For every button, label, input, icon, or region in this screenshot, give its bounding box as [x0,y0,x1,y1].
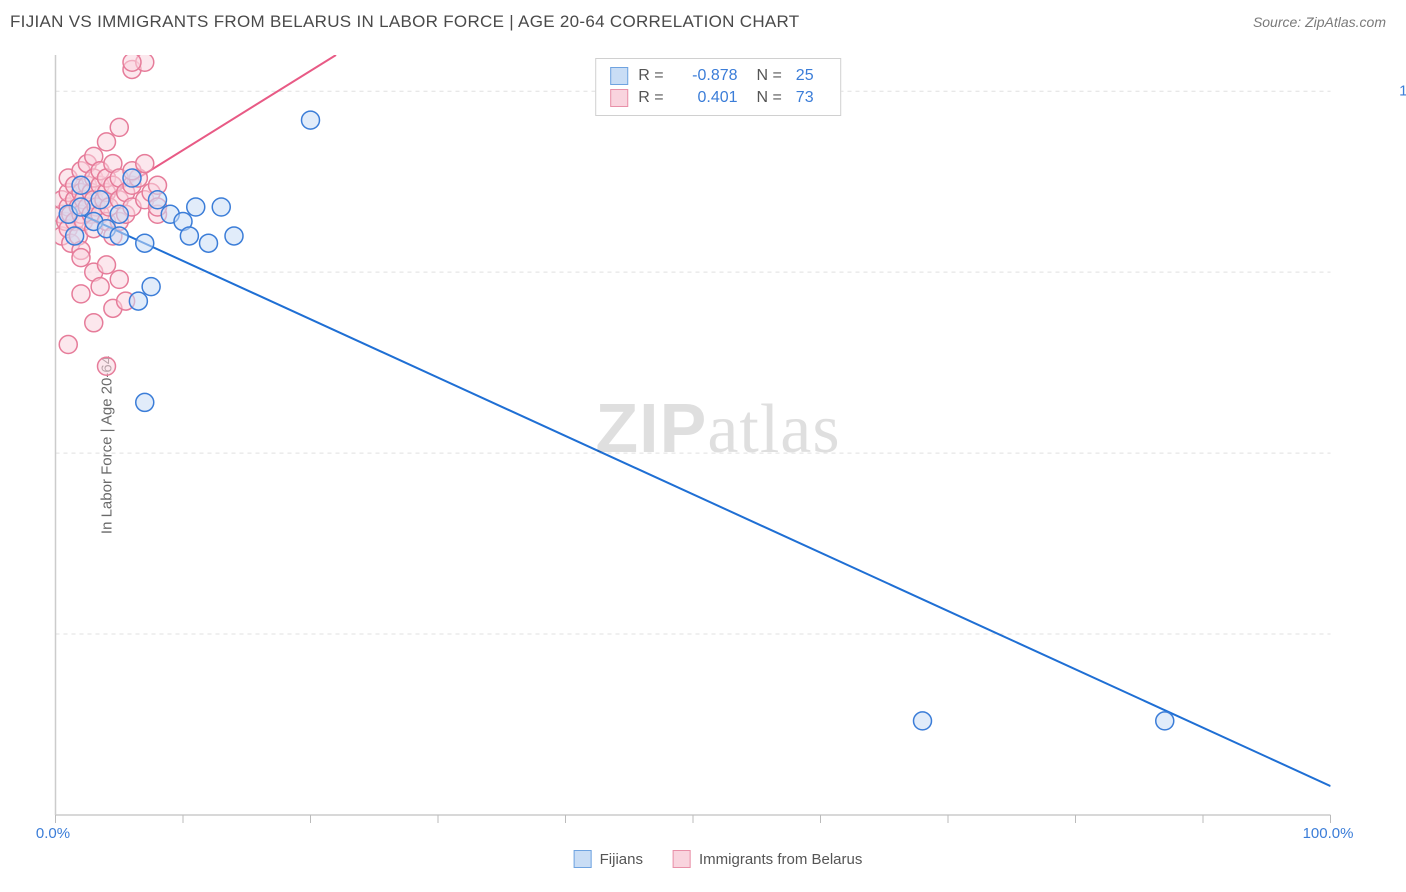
header: FIJIAN VS IMMIGRANTS FROM BELARUS IN LAB… [0,0,1406,40]
correlation-legend: R = -0.878 N = 25 R = 0.401 N = 73 [595,58,841,116]
legend-label-fijians: Fijians [600,851,643,868]
swatch-belarus [610,89,628,107]
r-label: R = [638,89,663,107]
x-tick-label: 0.0% [36,825,70,842]
n-label: N = [748,89,782,107]
scatter-plot [48,50,1388,840]
legend-item-fijians: Fijians [574,850,643,868]
legend-item-belarus: Immigrants from Belarus [673,850,862,868]
n-value-belarus: 73 [796,89,826,107]
legend-label-belarus: Immigrants from Belarus [699,851,862,868]
x-tick-label: 100.0% [1303,825,1354,842]
n-label: N = [748,67,782,85]
chart-title: FIJIAN VS IMMIGRANTS FROM BELARUS IN LAB… [10,12,800,32]
swatch-fijians [610,67,628,85]
series-legend: Fijians Immigrants from Belarus [574,850,863,868]
legend-row-fijians: R = -0.878 N = 25 [610,65,826,87]
r-label: R = [638,67,663,85]
r-value-fijians: -0.878 [678,67,738,85]
y-tick-label: 100.0% [1399,83,1406,100]
source-attribution: Source: ZipAtlas.com [1253,14,1386,30]
r-value-belarus: 0.401 [678,89,738,107]
legend-row-belarus: R = 0.401 N = 73 [610,87,826,109]
swatch-belarus [673,850,691,868]
chart-area: In Labor Force | Age 20-64 R = -0.878 N … [48,50,1388,840]
n-value-fijians: 25 [796,67,826,85]
swatch-fijians [574,850,592,868]
